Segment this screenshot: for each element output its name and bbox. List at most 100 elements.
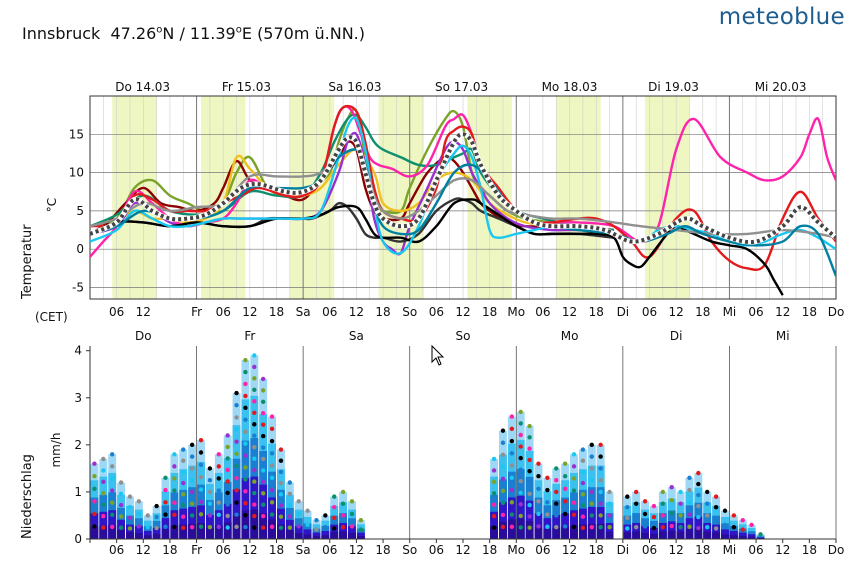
precip-member-dot: [660, 489, 666, 495]
precip-bar: [223, 503, 232, 539]
precip-member-dot: [527, 469, 532, 474]
precip-member-dot: [571, 500, 577, 505]
precip-member-dot: [225, 513, 230, 519]
precip-bar: [117, 529, 126, 539]
precip-bar: [703, 531, 712, 539]
precip-bar: [99, 526, 108, 539]
x-tick-label: 18: [482, 543, 497, 557]
precip-member-dot: [127, 505, 133, 510]
precip-member-dot: [358, 527, 364, 532]
precip-member-dot: [252, 353, 257, 358]
precip-member-dot: [127, 526, 133, 531]
precip-member-dot: [580, 514, 586, 519]
precip-member-dot: [118, 491, 124, 497]
precip-member-dot: [269, 500, 275, 505]
precip-member-dot: [651, 514, 657, 520]
precip-member-dot: [305, 508, 310, 513]
precip-member-dot: [118, 514, 124, 519]
meteoblue-logo[interactable]: meteoblue: [718, 4, 845, 30]
x-tick-label: 06: [535, 305, 550, 319]
precip-member-dot: [278, 480, 284, 486]
precip-member-dot: [252, 410, 257, 415]
precip-member-dot: [571, 524, 577, 530]
day-label: Mo 18.03: [542, 80, 598, 94]
x-tick-label: Mo: [507, 543, 525, 557]
precip-bar: [170, 510, 179, 539]
precip-bar: [676, 531, 685, 539]
precip-member-dot: [101, 456, 106, 462]
x-tick-label: 18: [375, 543, 390, 557]
precip-member-dot: [260, 433, 266, 439]
x-tick-label: 18: [375, 305, 390, 319]
precip-member-dot: [332, 515, 337, 521]
precip-member-dot: [172, 512, 177, 517]
precip-member-dot: [740, 527, 745, 532]
precip-member-dot: [651, 503, 657, 509]
precip-member-dot: [527, 446, 532, 451]
precip-member-dot: [332, 505, 337, 510]
precip-member-dot: [687, 500, 692, 505]
precip-member-dot: [571, 488, 577, 493]
precip-member-dot: [181, 480, 186, 486]
precip-bar: [738, 532, 747, 539]
precip-bar: [223, 522, 232, 539]
precip-member-dot: [269, 475, 275, 481]
precip-member-dot: [589, 477, 594, 483]
precip-member-dot: [101, 525, 106, 530]
precip-member-dot: [243, 381, 248, 387]
precip-bar: [330, 524, 339, 539]
precip-member-dot: [598, 442, 603, 448]
precip-bar: [623, 532, 632, 539]
precip-member-dot: [500, 464, 506, 470]
precip-member-dot: [536, 524, 541, 529]
precip-bar: [294, 526, 303, 539]
precip-member-dot: [260, 513, 266, 519]
precip-bar: [694, 528, 703, 539]
precip-bar: [143, 530, 152, 539]
precip-member-dot: [127, 515, 133, 521]
x-tick-label: 06: [322, 543, 337, 557]
precip-member-dot: [554, 489, 559, 495]
temperature-chart: -5 0 5 10 15 Do 14.03 Fr 15.03 Sa 16.03 So 17.03…: [20, 80, 844, 324]
x-tick-label: 18: [162, 543, 177, 557]
precip-bar: [90, 526, 99, 539]
x-tick-label: 12: [349, 305, 364, 319]
x-tick-label: 12: [136, 305, 151, 319]
precip-member-dot: [278, 458, 284, 463]
precip-member-dot: [598, 454, 603, 459]
precip-member-dot: [163, 512, 168, 517]
precip-member-dot: [491, 525, 497, 530]
precip-bar: [197, 505, 205, 539]
precip-member-dot: [340, 525, 346, 530]
precip-member-dot: [296, 511, 301, 517]
precip-member-dot: [252, 502, 257, 507]
precip-member-dot: [198, 437, 204, 443]
precip-member-dot: [154, 514, 159, 520]
precip-member-dot: [589, 525, 594, 530]
precip-member-dot: [314, 527, 319, 532]
precip-member-dot: [580, 492, 586, 497]
day-label: Mi: [776, 329, 790, 343]
precip-member-dot: [491, 468, 497, 473]
precip-member-dot: [296, 524, 301, 529]
precip-member-dot: [696, 503, 701, 509]
precip-bar: [534, 526, 543, 539]
precip-bar: [277, 524, 285, 539]
precip-member-dot: [545, 500, 550, 505]
precip-member-dot: [749, 522, 754, 528]
precip-member-dot: [296, 499, 301, 504]
precip-member-dot: [340, 501, 346, 506]
precip-bar: [268, 497, 276, 539]
precip-member-dot: [260, 525, 266, 530]
x-tick-label: 18: [269, 543, 284, 557]
precip-member-dot: [589, 501, 594, 506]
precip-member-dot: [243, 501, 248, 506]
precip-member-dot: [607, 513, 612, 518]
precip-member-dot: [562, 474, 568, 479]
precip-member-dot: [696, 492, 701, 498]
precip-bar: [729, 535, 738, 539]
y-axis-label: Temperatur: [20, 224, 35, 300]
precip-member-dot: [260, 468, 266, 473]
precip-member-dot: [252, 433, 257, 438]
x-tick-label: Mi: [723, 305, 737, 319]
